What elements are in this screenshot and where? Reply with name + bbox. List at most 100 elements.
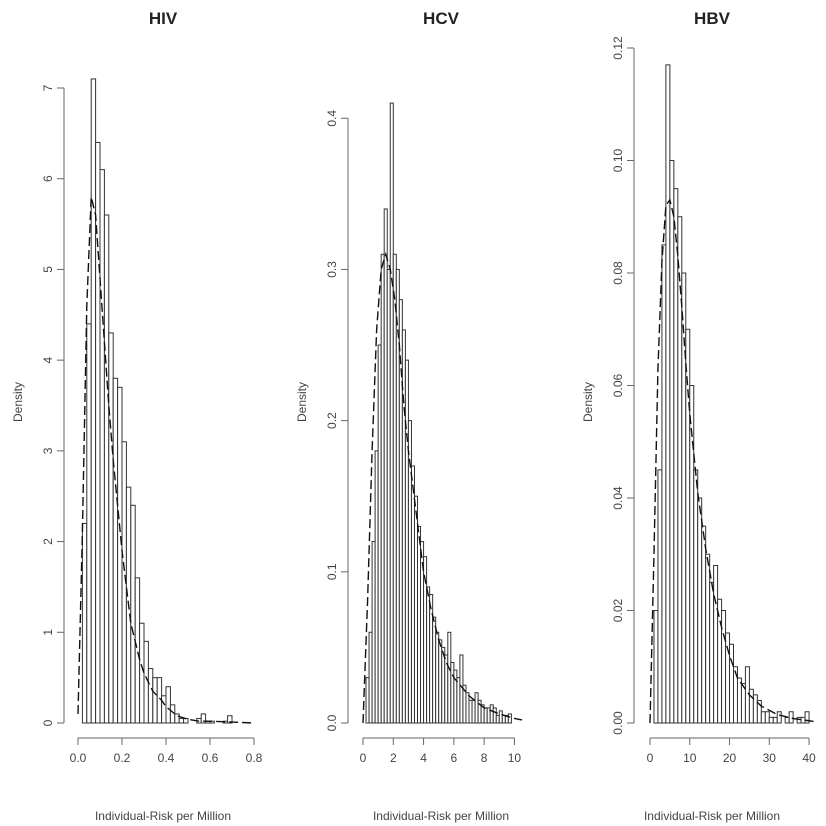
x-tick-label: 0.8	[246, 751, 263, 765]
y-tick-label: 2	[41, 538, 55, 545]
x-axis: 0 2 4 6 8 10	[360, 737, 522, 765]
histogram-bar	[748, 688, 754, 724]
histogram-bar	[657, 469, 663, 724]
x-tick-label: 0.4	[158, 751, 175, 765]
y-tick-label: 0.3	[325, 261, 339, 278]
y-tick-label: 1	[41, 629, 55, 636]
x-tick-label: 40	[802, 751, 816, 765]
bars	[365, 102, 512, 724]
histogram-bar	[112, 377, 119, 724]
y-tick-label: 0.4	[325, 110, 339, 127]
histogram-bar	[147, 668, 154, 724]
histogram-bar	[669, 160, 675, 724]
bars	[653, 64, 810, 724]
y-axis-label: Density	[581, 382, 595, 422]
y-tick-label: 0	[41, 719, 55, 726]
x-tick-label: 10	[683, 751, 697, 765]
panel-hcv: HCV Density Individual-Risk per Million …	[295, 9, 523, 823]
x-tick-label: 0.2	[114, 751, 131, 765]
x-axis: 0 10 20 30 40	[647, 737, 816, 765]
histogram-bar	[174, 713, 180, 724]
y-tick-label: 0.02	[611, 598, 625, 622]
x-tick-label: 4	[420, 751, 427, 765]
x-tick-label: 0	[647, 751, 654, 765]
y-tick-label: 6	[41, 175, 55, 182]
histogram-bar	[788, 711, 794, 724]
histogram-bar	[768, 716, 774, 724]
density-curve	[77, 196, 255, 724]
y-tick-label: 0.10	[611, 148, 625, 172]
histogram-bar	[717, 598, 723, 724]
histogram-bar	[108, 332, 114, 724]
histogram-bar	[161, 695, 167, 724]
histogram-bar	[800, 716, 806, 724]
histogram-bar	[701, 525, 707, 724]
histogram-bar	[507, 713, 512, 724]
x-tick-label: 20	[723, 751, 737, 765]
histogram-bar	[804, 711, 810, 724]
x-tick-label: 10	[508, 751, 522, 765]
histogram-bar	[653, 610, 659, 724]
x-tick-label: 6	[451, 751, 458, 765]
histogram-bar	[736, 677, 742, 724]
y-tick-label: 0.2	[325, 412, 339, 429]
histogram-bar	[103, 214, 110, 724]
histogram-bar	[693, 469, 699, 724]
x-axis-label: Individual-Risk per Million	[644, 809, 780, 823]
x-tick-label: 30	[763, 751, 777, 765]
histogram-bar	[99, 169, 105, 724]
histogram-bar	[776, 711, 782, 724]
histogram-bar	[661, 244, 667, 724]
y-tick-label: 0.06	[611, 373, 625, 397]
histogram-bar	[709, 581, 715, 724]
panel-title: HCV	[423, 9, 460, 28]
histogram-bar	[209, 720, 215, 724]
y-axis-label: Density	[11, 382, 25, 422]
histogram-bar	[81, 522, 88, 724]
x-tick-label: 8	[481, 751, 488, 765]
y-tick-label: 0.1	[325, 563, 339, 580]
y-axis-label: Density	[295, 382, 309, 422]
y-tick-label: 0.0	[325, 714, 339, 731]
density-curve	[649, 198, 818, 724]
histogram-bar	[784, 716, 790, 724]
panel-title: HBV	[694, 9, 731, 28]
histogram-bar	[685, 328, 691, 724]
y-axis: 0 1 2 3 4 5 6 7	[41, 84, 65, 726]
x-tick-label: 0.0	[70, 751, 87, 765]
histogram-bar	[139, 622, 145, 724]
panel-title: HIV	[149, 9, 178, 28]
x-tick-label: 0	[360, 751, 367, 765]
histogram-bar	[227, 715, 233, 724]
panel-hiv: HIV Density Individual-Risk per Million …	[11, 9, 263, 823]
y-tick-label: 7	[41, 84, 55, 91]
histogram-bar	[764, 711, 770, 724]
histogram-bar	[134, 577, 141, 724]
histogram-bar	[760, 711, 766, 724]
y-tick-label: 4	[41, 356, 55, 363]
histogram-bar	[86, 323, 92, 724]
x-tick-label: 0.6	[202, 751, 219, 765]
y-axis: 0.00 0.02 0.04 0.06 0.08 0.10 0.12	[611, 36, 635, 735]
y-axis: 0.0 0.1 0.2 0.3 0.4	[325, 110, 349, 731]
histogram-bar	[200, 713, 207, 724]
density-curve	[362, 251, 523, 724]
x-tick-label: 2	[390, 751, 397, 765]
histogram-bar	[697, 497, 703, 724]
bars	[81, 78, 233, 724]
y-tick-label: 0.04	[611, 486, 625, 510]
panel-hbv: HBV Density Individual-Risk per Million …	[581, 9, 818, 823]
histogram-bar	[673, 188, 679, 724]
y-tick-label: 0.00	[611, 711, 625, 735]
histogram-bar	[165, 686, 171, 724]
y-tick-label: 5	[41, 266, 55, 273]
histogram-bar	[713, 565, 719, 724]
histogram-bar	[665, 64, 671, 724]
x-axis-label: Individual-Risk per Million	[95, 809, 231, 823]
histogram-bar	[130, 504, 136, 724]
y-tick-label: 0.12	[611, 36, 625, 60]
x-axis: 0.0 0.2 0.4 0.6 0.8	[70, 737, 263, 765]
histogram-bar	[178, 717, 185, 724]
histogram-bar	[729, 643, 735, 724]
